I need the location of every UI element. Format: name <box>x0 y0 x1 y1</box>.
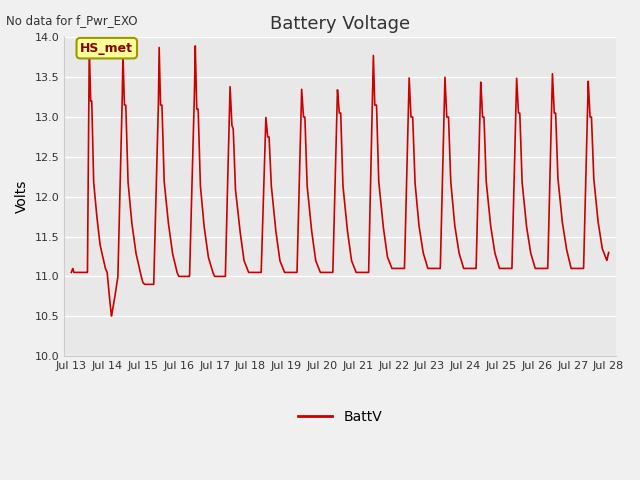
Legend: BattV: BattV <box>292 405 388 430</box>
Y-axis label: Volts: Volts <box>15 180 29 214</box>
Title: Battery Voltage: Battery Voltage <box>270 15 410 33</box>
Text: No data for f_Pwr_EXO: No data for f_Pwr_EXO <box>6 14 138 27</box>
Text: HS_met: HS_met <box>80 42 133 55</box>
